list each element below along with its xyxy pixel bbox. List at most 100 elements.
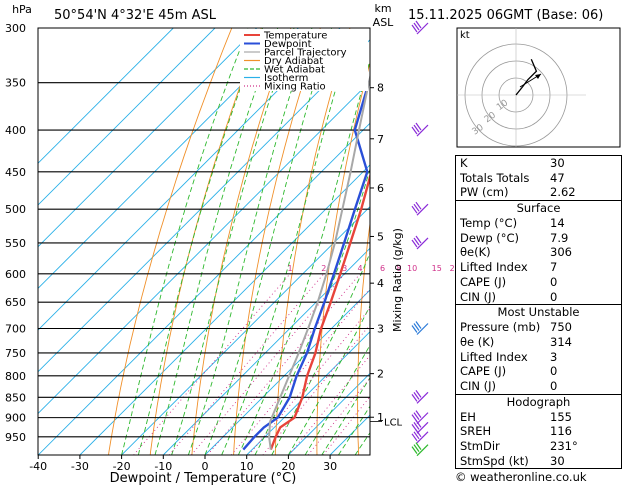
mixing-ratio-label: 2 (321, 264, 326, 273)
wet-adiabat-line (137, 28, 264, 455)
plot-frame (37, 27, 371, 456)
wind-barb (411, 410, 429, 425)
wind-barb-feather (415, 390, 422, 398)
surface-theta-e: θe(K) 306 (460, 245, 572, 260)
wind-barb-feather (411, 446, 418, 454)
surface-cape: CAPE (J) 0 (460, 274, 558, 289)
wind-barb-feather (413, 444, 420, 452)
wind-barb-feather (411, 325, 418, 333)
pressure-label: 850 (5, 391, 26, 404)
wind-barb-staff (416, 412, 429, 425)
wet-adiabat-line (237, 59, 370, 455)
mu-lifted-index: Lifted Index 3 (460, 349, 558, 364)
wind-barb (411, 429, 429, 444)
km-tick-label: 3 (377, 323, 384, 336)
wind-barb-feather (411, 126, 418, 135)
pressure-unit-label: hPa (12, 3, 32, 16)
legend-label: Parcel Trajectory (264, 48, 347, 59)
isotherm-line (38, 28, 258, 248)
wind-barb (411, 20, 429, 35)
isotherm-line (246, 331, 370, 455)
wind-barb-feather (411, 205, 418, 214)
surface-lifted-index: Lifted Index 7 (460, 260, 558, 275)
wind-barb-staff (416, 391, 429, 404)
wind-barb-staff (416, 323, 429, 335)
mixing-ratio-label: 6 (380, 264, 385, 273)
wind-barb-feather (415, 410, 422, 418)
wind-barb-feather (413, 412, 420, 420)
most-unstable-section: Most Unstable Pressure (mb) 750 θe (K) 314… (456, 304, 621, 393)
pressure-label: 750 (5, 347, 26, 360)
mixing-ratio-label: 20 (450, 264, 460, 273)
mixing-ratio-label: 1 (287, 264, 292, 273)
wind-barb-feather (415, 122, 422, 131)
dry-adiabat-line (149, 28, 262, 455)
wind-barb-feather (413, 392, 420, 400)
mixing-ratio-line (190, 273, 346, 455)
wind-barb-feather (413, 203, 420, 212)
mixing-ratio-labels: 12346810152025 (287, 264, 474, 273)
surface-temp: Temp (°C) 14 (460, 216, 565, 231)
km-tick-label: 4 (377, 277, 384, 290)
isotherm-line (38, 39, 370, 373)
isotherm-line (162, 247, 370, 455)
x-tick-label: 20 (281, 460, 295, 473)
pressure-label: 700 (5, 323, 26, 336)
temperature-profile (269, 172, 370, 451)
wind-barb-feather (415, 235, 422, 244)
wind-barb-feather (413, 431, 420, 440)
mixing-ratio-label: 15 (432, 264, 442, 273)
pressure-label: 900 (5, 412, 26, 425)
height-unit-asl: ASL (373, 16, 395, 29)
isotherm-line (204, 289, 370, 455)
wind-barb-feather (411, 433, 418, 442)
surface-cin: CIN (J) 0 (460, 289, 558, 304)
wind-barb-staff (416, 237, 429, 250)
parcel-trajectory-profile (268, 73, 370, 450)
pressure-label: 400 (5, 124, 26, 137)
wind-barb-feather (413, 323, 420, 331)
profiles (242, 73, 370, 451)
km-tick-label: 2 (377, 368, 384, 381)
isotherm-line (288, 372, 370, 455)
isotherm-line (38, 28, 341, 331)
wind-barb-feather (415, 420, 422, 428)
pressure-label: 450 (5, 166, 26, 179)
legend-label: Isotherm (264, 73, 308, 84)
isotherm-line (38, 28, 216, 206)
legend-label: Wet Adiabat (264, 65, 325, 76)
wet-adiabat-line (321, 376, 370, 455)
temperature-axis: -40 -30 -20 -10 0 10 20 30 (29, 455, 337, 473)
wind-barb-staff (416, 431, 429, 444)
wind-barb (411, 442, 429, 457)
hodo-stmdir: StmDir 231° (460, 439, 578, 453)
wind-barb (411, 390, 429, 404)
wet-adiabat-line (154, 28, 279, 455)
x-tick-label: 0 (202, 460, 209, 473)
mu-pressure: Pressure (mb) 750 (460, 320, 572, 335)
km-tick-label: 6 (377, 182, 384, 195)
index-row-pw: PW (cm) 2.62 (460, 185, 576, 200)
index-row-totals: Totals Totals 47 (460, 170, 565, 185)
most-unstable-title: Most Unstable (497, 305, 580, 320)
wet-adiabat-line (288, 304, 370, 455)
legend-label: Mixing Ratio (264, 82, 326, 93)
wind-barb-feather (415, 442, 422, 450)
pressure-label: 800 (5, 370, 26, 383)
wind-barb (411, 420, 429, 434)
wind-barb-staff (416, 22, 429, 35)
legend-label: Dewpoint (264, 39, 312, 50)
pressure-label: 350 (5, 77, 26, 90)
legend-label: Temperature (263, 31, 327, 42)
surface-dewp: Dewp (°C) 7.9 (460, 230, 569, 245)
surface-section: Surface Temp (°C) 14 Dewp (°C) 7.9 θe(K) 30… (456, 200, 621, 304)
pressure-label: 550 (5, 237, 26, 250)
hodo-sreh: SREH 116 (460, 424, 572, 439)
hodo-eh: EH 155 (460, 409, 572, 424)
x-axis-title: Dewpoint / Temperature (°C) (110, 471, 297, 486)
hodograph-stats-section: Hodograph EH 155 SREH 116 StmDir 231° StmSp… (456, 393, 621, 469)
wind-barb-staff (416, 444, 429, 457)
x-tick-label: 30 (323, 460, 337, 473)
storm-motion-arrowhead (535, 74, 541, 79)
